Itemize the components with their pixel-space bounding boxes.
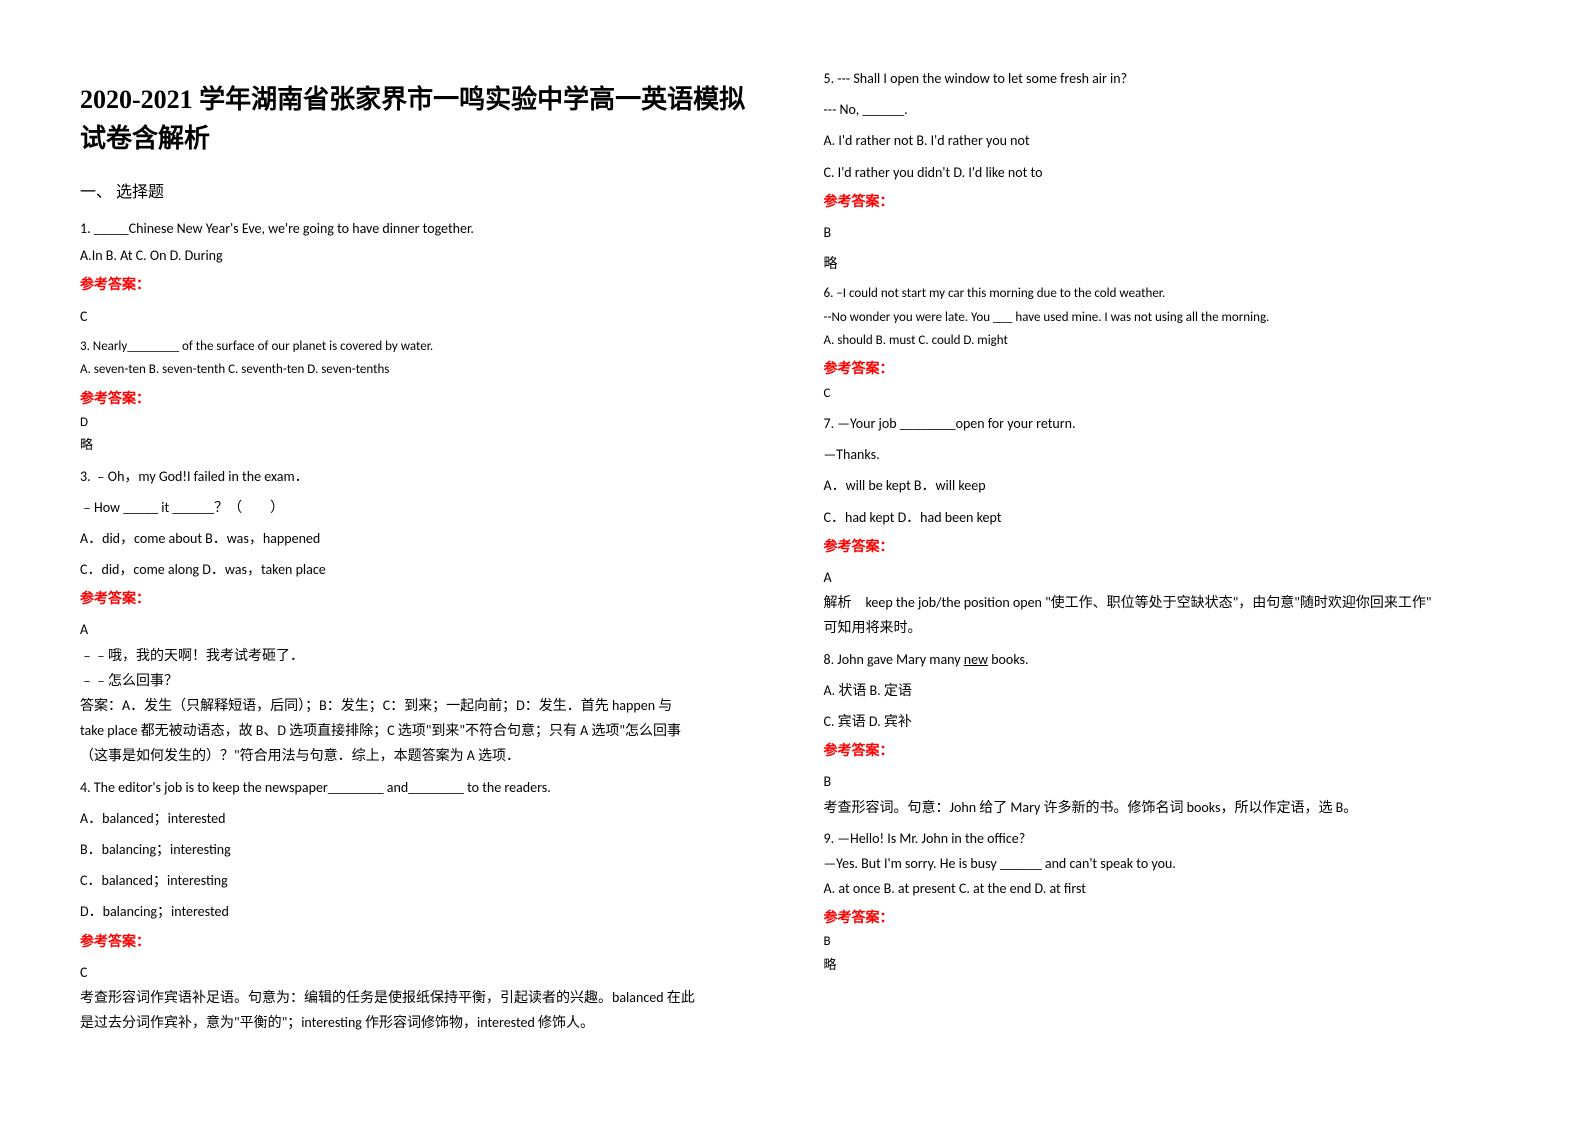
q5-opts-b: C. I'd rather you didn't D. I'd like not… <box>824 160 1508 185</box>
q6-answer: C <box>824 382 1508 405</box>
q9-answer: B <box>824 930 1508 953</box>
q8-stem-underline: new <box>964 651 988 668</box>
q3a-stem: 3. Nearly________ of the surface of our … <box>80 335 764 358</box>
q3b-opts-b: C．did，come along D．was，taken place <box>80 557 764 582</box>
q3b-exp5: （这事是如何发生的）？"符合用法与句意．综上，本题答案为 A 选项． <box>80 743 764 768</box>
q9-note: 略 <box>824 954 1508 977</box>
q5-line2: --- No, ______. <box>824 97 1508 122</box>
q7-exp2: 可知用将来时。 <box>824 615 1508 640</box>
answer-label: 参考答案： <box>80 929 764 954</box>
q4-a: A．balanced；interested <box>80 806 764 831</box>
section-1-heading: 一、 选择题 <box>80 178 764 202</box>
q9-opts: A. at once B. at present C. at the end D… <box>824 876 1508 901</box>
q6-l2: --No wonder you were late. You ___ have … <box>824 306 1508 329</box>
q3b-exp1: ﹣﹣哦，我的天啊！我考试考砸了． <box>80 643 764 668</box>
q3b-exp2: ﹣﹣怎么回事？ <box>80 668 764 693</box>
q3b-answer: A <box>80 617 764 642</box>
q3a-options: A. seven-ten B. seven-tenth C. seventh-t… <box>80 358 764 381</box>
page-root: 2020-2021 学年湖南省张家界市一鸣实验中学高一英语模拟试卷含解析 一、 … <box>0 0 1587 1122</box>
exam-title: 2020-2021 学年湖南省张家界市一鸣实验中学高一英语模拟试卷含解析 <box>80 80 764 158</box>
q4-b: B．balancing；interesting <box>80 837 764 862</box>
q5-opts-a: A. I'd rather not B. I'd rather you not <box>824 128 1508 153</box>
q4-exp1: 考查形容词作宾语补足语。句意为：编辑的任务是使报纸保持平衡，引起读者的兴趣。ba… <box>80 985 764 1010</box>
q3a-answer: D <box>80 411 764 434</box>
q1-stem: 1. _____Chinese New Year's Eve, we're go… <box>80 216 764 241</box>
left-column: 2020-2021 学年湖南省张家界市一鸣实验中学高一英语模拟试卷含解析 一、 … <box>50 60 794 1082</box>
q7-a: A．will be kept B．will keep <box>824 473 1508 498</box>
q4-answer: C <box>80 960 764 985</box>
q4-d: D．balancing；interested <box>80 899 764 924</box>
q8-a: A. 状语 B. 定语 <box>824 678 1508 703</box>
q7-answer: A <box>824 565 1508 590</box>
answer-label: 参考答案： <box>824 905 1508 930</box>
q6-l1: 6. –I could not start my car this mornin… <box>824 282 1508 305</box>
right-column: 5. --- Shall I open the window to let so… <box>794 60 1538 1082</box>
q3a-note: 略 <box>80 434 764 457</box>
q7-l1: 7. —Your job ________open for your retur… <box>824 411 1508 436</box>
q3b-opts-a: A．did，come about B．was，happened <box>80 526 764 551</box>
q6-l3: A. should B. must C. could D. might <box>824 329 1508 352</box>
q5-note: 略 <box>824 251 1508 276</box>
q3b-line1: 3. ﹣Oh，my God!I failed in the exam． <box>80 464 764 489</box>
q3b-exp4: take place 都无被动语态，故 B、D 选项直接排除；C 选项"到来"不… <box>80 718 764 743</box>
answer-label: 参考答案： <box>824 738 1508 763</box>
q9-l1: 9. —Hello! Is Mr. John in the office? <box>824 826 1508 851</box>
q5-answer: B <box>824 220 1508 245</box>
answer-label: 参考答案： <box>80 272 764 297</box>
q8-stem-pre: 8. John gave Mary many <box>824 651 964 668</box>
q7-b: C．had kept D．had been kept <box>824 505 1508 530</box>
q7-exp1: 解析 keep the job/the position open "使工作、职… <box>824 590 1508 615</box>
q4-exp2: 是过去分词作宾补，意为"平衡的"；interesting 作形容词修饰物，int… <box>80 1010 764 1035</box>
q1-answer: C <box>80 304 764 329</box>
q8-exp: 考查形容词。句意：John 给了 Mary 许多新的书。修饰名词 books，所… <box>824 795 1508 820</box>
q9-l2: —Yes. But I'm sorry. He is busy ______ a… <box>824 851 1508 876</box>
answer-label: 参考答案： <box>80 586 764 611</box>
answer-label: 参考答案： <box>824 189 1508 214</box>
q8-answer: B <box>824 769 1508 794</box>
answer-label: 参考答案： <box>824 356 1508 381</box>
q1-options: A.In B. At C. On D. During <box>80 243 764 268</box>
q3b-line2: ﹣How _____ it ______？（ ） <box>80 495 764 520</box>
q8-stem-post: books. <box>988 651 1029 668</box>
q8-stem: 8. John gave Mary many new books. <box>824 647 1508 672</box>
q3b-exp3: 答案：A．发生（只解释短语，后同）；B：发生；C：到来；一起向前；D：发生．首先… <box>80 693 764 718</box>
answer-label: 参考答案： <box>80 386 764 411</box>
q4-stem: 4. The editor's job is to keep the newsp… <box>80 775 764 800</box>
q5-stem: 5. --- Shall I open the window to let so… <box>824 66 1508 91</box>
q8-b: C. 宾语 D. 宾补 <box>824 709 1508 734</box>
answer-label: 参考答案： <box>824 534 1508 559</box>
q7-l2: —Thanks. <box>824 442 1508 467</box>
q4-c: C．balanced；interesting <box>80 868 764 893</box>
